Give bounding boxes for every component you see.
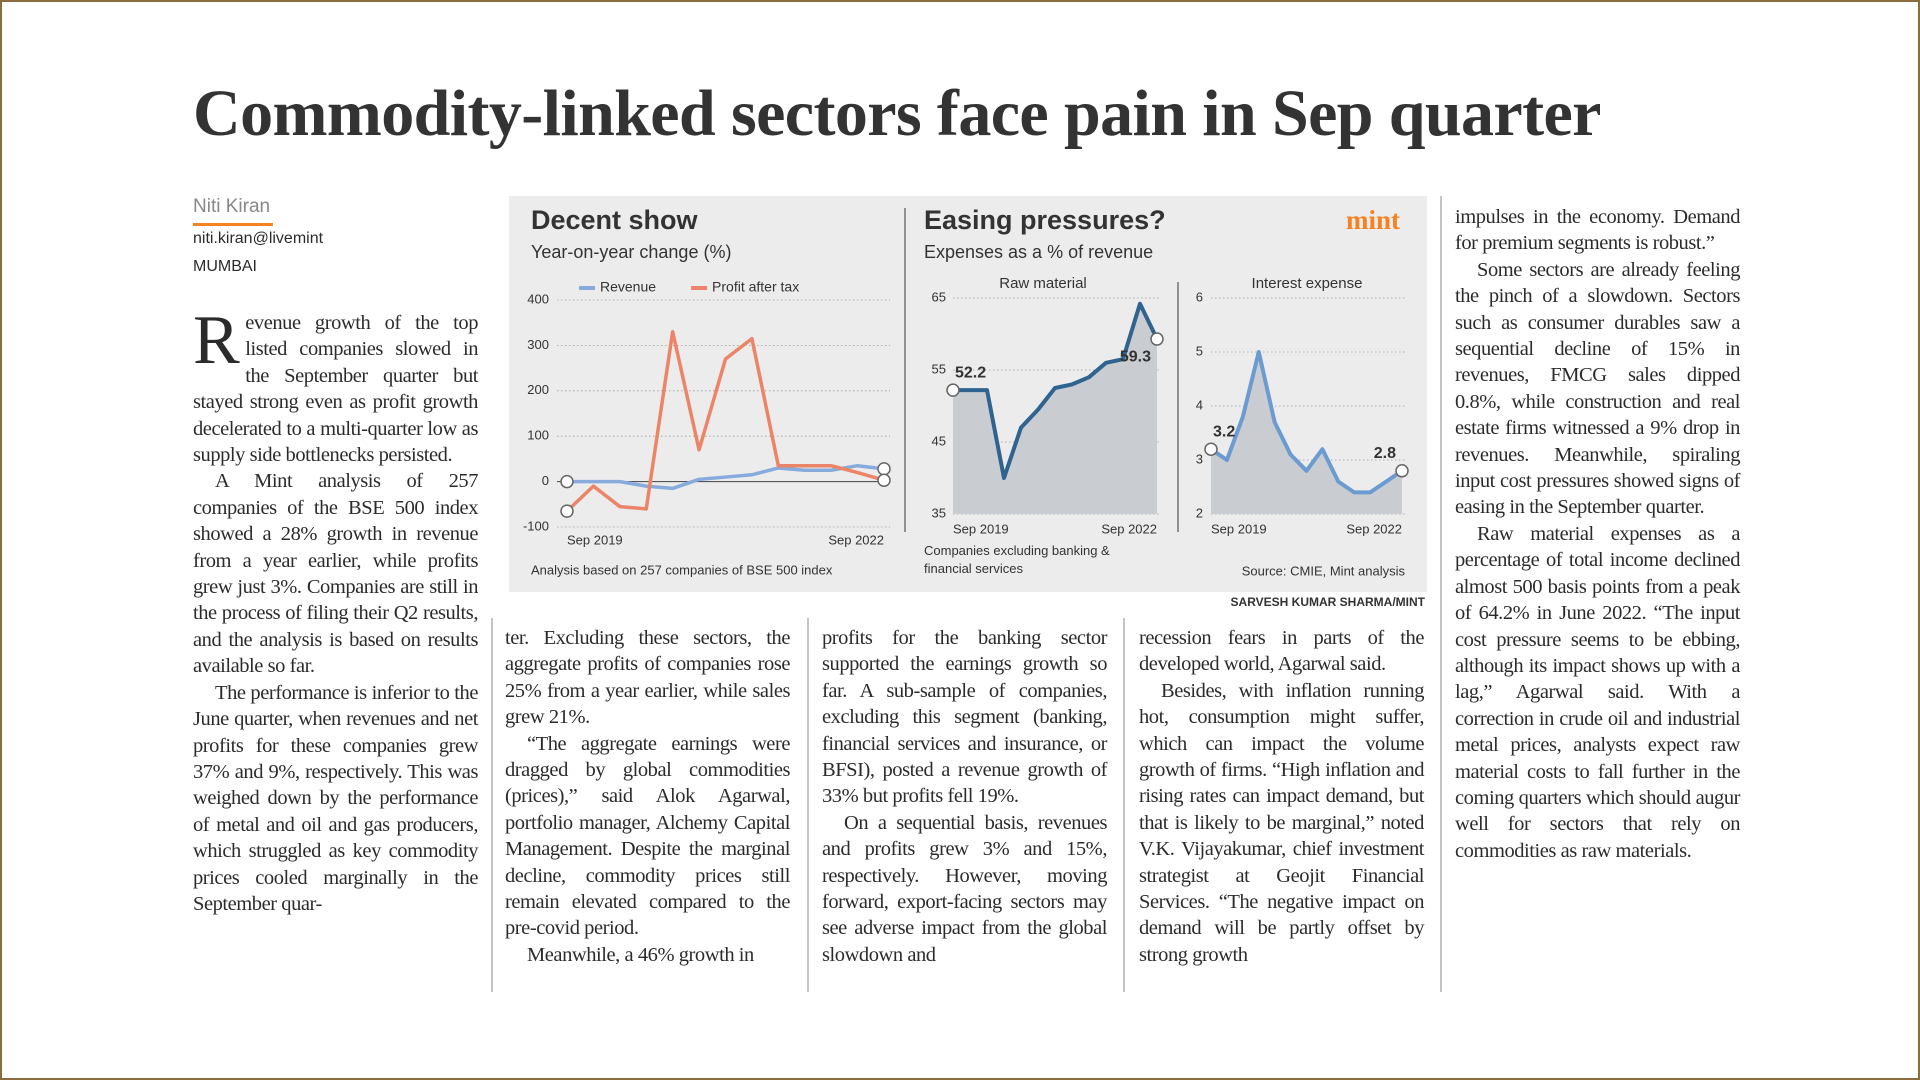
credit: SARVESH KUMAR SHARMA/MINT bbox=[1231, 595, 1426, 609]
paragraph: “The aggregate earnings were dragged by … bbox=[505, 732, 790, 940]
value-label: 59.3 bbox=[1120, 348, 1151, 365]
chart-title: Raw material bbox=[999, 275, 1087, 292]
end-marker bbox=[877, 473, 891, 487]
y-tick-label: -100 bbox=[523, 518, 549, 533]
paragraph: recession fears in parts of the develope… bbox=[1139, 627, 1424, 676]
paragraph: The performance is inferior to the June … bbox=[193, 681, 478, 915]
byline-email: niti.kiran@livemint bbox=[193, 230, 324, 247]
y-tick-label: 100 bbox=[527, 428, 549, 443]
paragraph: On a sequential basis, revenues and prof… bbox=[822, 811, 1107, 966]
paragraph: Besides, with inflation running hot, con… bbox=[1139, 679, 1424, 966]
paragraph: Revenue growth of the top listed compani… bbox=[193, 302, 478, 467]
chart-subtitle: Year-on-year change (%) bbox=[531, 242, 731, 262]
x-tick-label: Sep 2022 bbox=[1101, 521, 1157, 536]
article-column: Revenue growth of the top listed compani… bbox=[193, 302, 478, 917]
end-marker bbox=[946, 383, 960, 397]
area bbox=[953, 303, 1157, 514]
y-tick-label: 35 bbox=[932, 505, 946, 520]
y-tick-label: 4 bbox=[1196, 397, 1203, 412]
y-tick-label: 65 bbox=[932, 289, 946, 304]
x-tick-label: Sep 2019 bbox=[953, 521, 1009, 536]
paragraph: A Mint analysis of 257 companies of the … bbox=[193, 470, 478, 678]
y-tick-label: 0 bbox=[542, 473, 549, 488]
x-tick-label: Sep 2019 bbox=[567, 532, 623, 547]
group-title: Easing pressures? bbox=[924, 205, 1166, 235]
area bbox=[1211, 352, 1402, 514]
y-tick-label: 2 bbox=[1196, 505, 1203, 520]
paragraph: impulses in the economy. Demand for prem… bbox=[1455, 206, 1740, 255]
chart-title: Decent show bbox=[531, 205, 699, 235]
y-tick-label: 45 bbox=[932, 433, 946, 448]
article-column: profits for the banking sector supported… bbox=[822, 625, 1107, 968]
line bbox=[567, 463, 885, 491]
x-tick-label: Sep 2022 bbox=[1346, 521, 1402, 536]
end-marker bbox=[1395, 464, 1409, 478]
y-tick-label: 200 bbox=[527, 382, 549, 397]
legend-label: Profit after tax bbox=[712, 279, 799, 295]
chart-note: Analysis based on 257 companies of BSE 5… bbox=[531, 562, 833, 577]
group-note: Companies excluding banking & financial … bbox=[924, 543, 1110, 576]
y-tick-label: 3 bbox=[1196, 451, 1203, 466]
group-subtitle: Expenses as a % of revenue bbox=[924, 242, 1153, 262]
y-tick-label: 400 bbox=[527, 291, 549, 306]
end-marker bbox=[560, 474, 574, 489]
end-marker bbox=[1204, 442, 1218, 456]
y-tick-label: 300 bbox=[527, 337, 549, 352]
value-label: 3.2 bbox=[1213, 423, 1235, 440]
end-marker bbox=[877, 462, 891, 476]
article-column: impulses in the economy. Demand for prem… bbox=[1455, 204, 1740, 864]
x-tick-label: Sep 2022 bbox=[828, 532, 884, 547]
chart-title: Interest expense bbox=[1252, 275, 1363, 292]
legend-label: Revenue bbox=[600, 279, 656, 295]
paragraph: Meanwhile, a 46% growth in bbox=[527, 943, 754, 966]
line bbox=[565, 330, 885, 513]
value-label: 2.8 bbox=[1374, 445, 1396, 462]
y-tick-label: 5 bbox=[1196, 343, 1203, 358]
byline-location: MUMBAI bbox=[193, 258, 257, 275]
y-tick-label: 55 bbox=[932, 361, 946, 376]
value-label: 52.2 bbox=[955, 364, 986, 381]
byline-name: Niti Kiran bbox=[193, 196, 271, 217]
paragraph: ter. Excluding these sectors, the aggreg… bbox=[505, 627, 790, 729]
paragraph: profits for the banking sector supported… bbox=[822, 627, 1107, 808]
line bbox=[1209, 350, 1404, 495]
x-tick-label: Sep 2019 bbox=[1211, 521, 1267, 536]
paragraph: Some sectors are already feeling the pin… bbox=[1455, 258, 1740, 519]
y-tick-label: 6 bbox=[1196, 289, 1203, 304]
source: Source: CMIE, Mint analysis bbox=[1242, 563, 1406, 578]
paragraph: Raw material expenses as a percentage of… bbox=[1455, 522, 1740, 862]
headline: Commodity-linked sectors face pain in Se… bbox=[193, 77, 1601, 150]
end-marker bbox=[1150, 332, 1164, 346]
end-marker bbox=[560, 504, 574, 518]
article-column: recession fears in parts of the develope… bbox=[1139, 625, 1424, 968]
brand: mint bbox=[1346, 205, 1400, 235]
article-column: ter. Excluding these sectors, the aggreg… bbox=[505, 625, 790, 968]
line bbox=[953, 301, 1159, 480]
byline-bar bbox=[193, 223, 273, 226]
